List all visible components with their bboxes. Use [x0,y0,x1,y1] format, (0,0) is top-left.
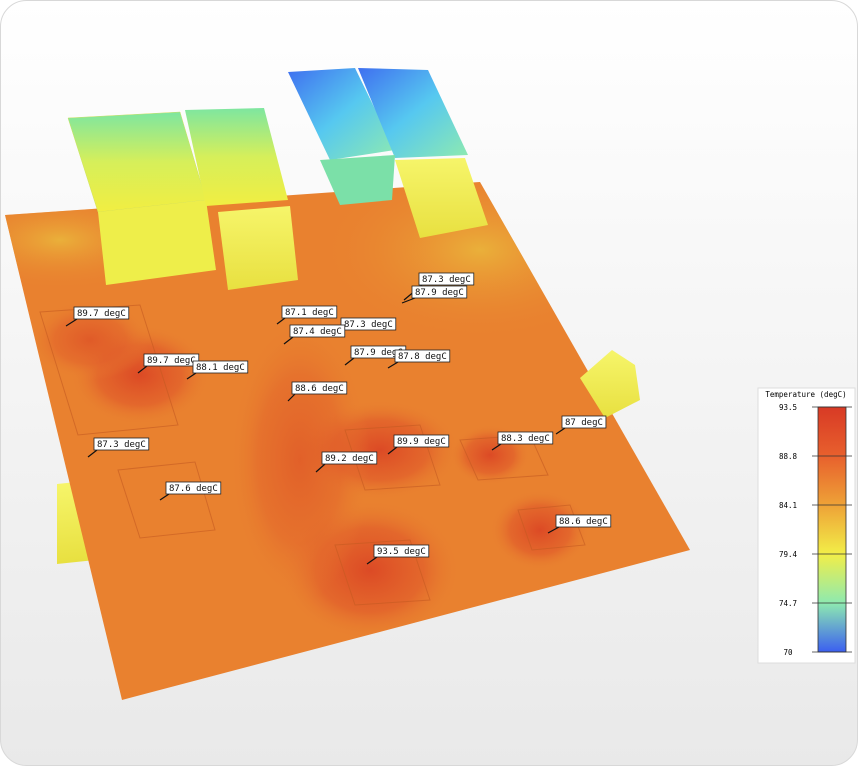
label-box [192,360,249,374]
leader-line [65,318,78,327]
leader-line [186,372,197,380]
leader-line [387,361,399,369]
probe-label: 87.3 degC [422,275,471,285]
label-box [411,285,468,299]
leader-line [87,449,98,458]
probe: 89.2 degC [315,451,378,473]
tick-label: 84.1 [779,501,797,510]
label-box [281,305,338,319]
label-box [497,431,554,445]
probe-label: 87.3 degC [344,320,393,330]
tick-label: 93.5 [779,403,797,412]
leader-line [137,365,148,374]
probe-label: 87.4 degC [293,327,342,337]
leader-line [315,463,326,473]
label-box [143,353,200,367]
probe: 87.3 degC [403,272,475,301]
leader-line [366,556,378,565]
probe: 87.9 degC [401,285,468,304]
leader-line [555,427,566,435]
probe-label: 87.3 degC [97,440,146,450]
probe-label: 88.6 degC [559,517,608,527]
probe: 87.1 degC [276,305,338,325]
leader-line [283,336,294,345]
leader-line [276,317,286,325]
probe-label: 89.7 degC [147,356,196,366]
label-box [340,317,397,331]
tick-label: 79.4 [779,550,798,559]
label-box [555,514,612,528]
colorbar [817,406,847,653]
label-box [394,349,451,363]
probe-label: 93.5 degC [377,547,426,557]
probe: 87.3 degC [87,437,150,458]
label-box [321,451,378,465]
probe: 87.6 degC [159,481,222,501]
label-box [291,381,348,395]
probe: 89.9 degC [387,434,450,455]
probe-label: 89.2 degC [325,454,374,464]
tick-label: 88.8 [779,452,798,461]
probe: 88.6 degC [547,514,612,534]
probe-label: 88.3 degC [501,434,550,444]
probe: 88.6 degC [287,381,348,402]
tick-label: 74.7 [779,599,797,608]
label-box [561,415,607,429]
probe-label: 88.6 degC [295,384,344,394]
leader-line [159,493,170,501]
leader-line [491,443,502,451]
probe-label: 87.8 degC [398,352,447,362]
label-box [289,324,346,338]
legend-title: Temperature (degC) [765,390,846,399]
probe: 87.9 degC [344,345,407,366]
probe: 87 degC [555,415,607,435]
leader-line [401,297,416,304]
probe-label: 87 degC [565,418,603,428]
leader-line [547,526,560,534]
probe: 89.7 degC [65,306,130,327]
probe: 88.3 degC [491,431,554,451]
probe-label: 89.9 degC [397,437,446,447]
leader-line [387,446,398,455]
legend: Temperature (degC) 93.5 88.8 84.1 79.4 74.7 7… [757,387,856,664]
label-box [93,437,150,451]
probe: 93.5 degC [366,544,430,565]
probe: 87.4 degC [283,324,346,345]
tick-label: 70 [783,648,793,657]
leader-line [287,393,296,402]
probe-label: 87.1 degC [285,308,334,318]
probe-label: 88.1 degC [196,363,245,373]
label-box [73,306,130,320]
probe: 89.7 degC [137,353,200,374]
probe-labels: 87.3 degC 87.9 degC 89.7 degC 87.1 degC 87.3… [65,272,612,565]
leader-line [344,357,355,366]
label-box [393,434,450,448]
probe-label: 89.7 degC [77,309,126,319]
label-box [165,481,222,495]
probe: 87.8 degC [387,349,451,369]
probe-label: 87.9 degC [354,348,403,358]
components [67,68,640,418]
probe-label: 87.6 degC [169,484,218,494]
label-box [418,272,475,286]
label-box [373,544,430,558]
probe-label: 87.9 degC [415,288,464,298]
probe: 88.1 degC [186,360,249,380]
